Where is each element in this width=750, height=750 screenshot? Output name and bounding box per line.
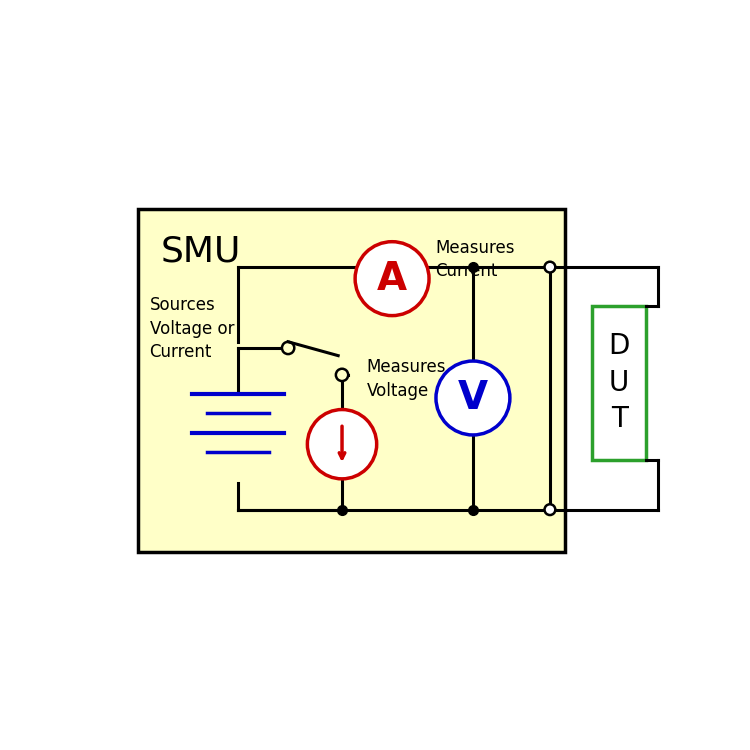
Text: V: V	[458, 379, 488, 417]
Bar	[592, 305, 646, 460]
Circle shape	[544, 504, 555, 515]
Circle shape	[355, 242, 429, 316]
Text: Measures
Voltage: Measures Voltage	[367, 358, 446, 400]
Circle shape	[308, 410, 376, 478]
Text: Measures
Current: Measures Current	[435, 238, 514, 280]
Text: Sources
Voltage or
Current: Sources Voltage or Current	[149, 296, 234, 362]
Circle shape	[544, 262, 555, 272]
Circle shape	[436, 361, 510, 435]
Circle shape	[282, 342, 294, 354]
Text: SMU: SMU	[161, 235, 242, 268]
Circle shape	[336, 369, 348, 381]
Bar	[138, 209, 566, 552]
Text: A: A	[377, 260, 407, 298]
Text: D
U
T: D U T	[608, 332, 630, 434]
